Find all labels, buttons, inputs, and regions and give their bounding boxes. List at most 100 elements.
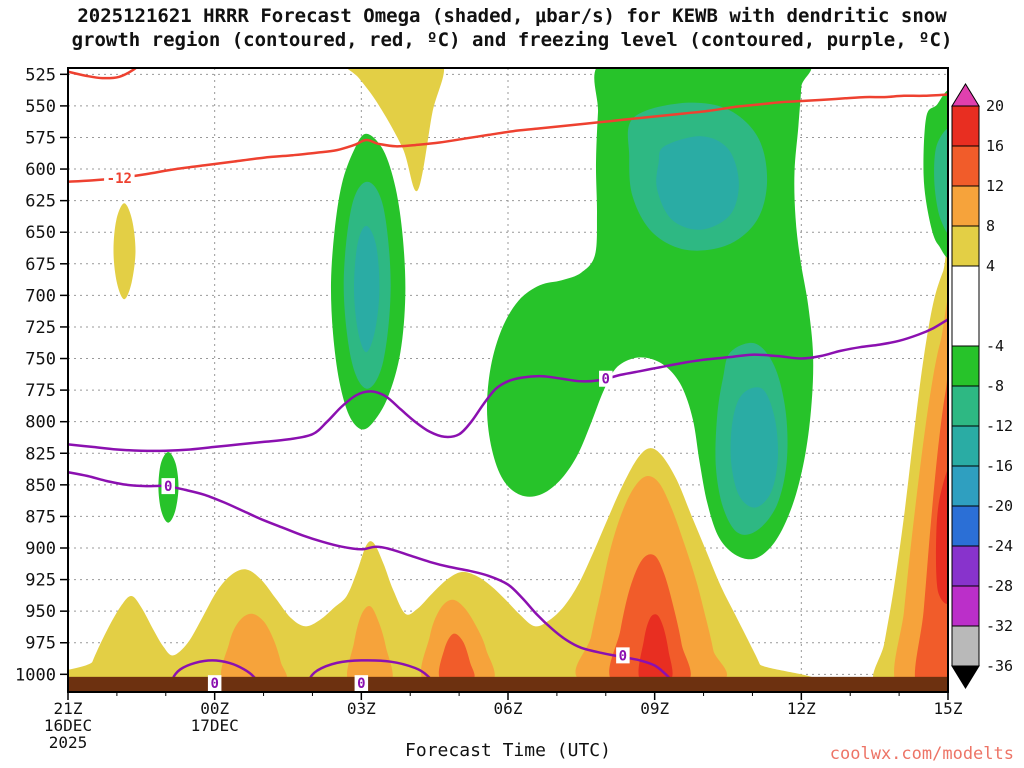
colorbar-label--12: -12 <box>986 417 1013 435</box>
x-tick-label-00Z: 00Z <box>200 699 229 718</box>
colorbar-label--4: -4 <box>986 337 1004 355</box>
colorbar-label--16: -16 <box>986 457 1013 475</box>
shaded-region-downdraft-16to20-right <box>935 468 948 604</box>
y-tick-label-700: 700 <box>25 286 56 306</box>
terrain-strip <box>68 676 948 692</box>
colorbar-label-16: 16 <box>986 137 1004 155</box>
contour-freezing-level-0c-0 <box>68 318 948 453</box>
x-tick-label-06Z: 06Z <box>494 699 523 718</box>
contour-label-box <box>354 675 369 692</box>
x-tick-label-16DEC: 16DEC <box>44 716 92 735</box>
colorbar-segment-12 <box>951 625 980 667</box>
y-tick-label-825: 825 <box>25 444 56 464</box>
contour-dendritic-growth-minus12-1 <box>68 68 138 80</box>
contour-label-0: 0 <box>619 648 627 664</box>
y-tick-label-575: 575 <box>25 128 56 148</box>
x-tick-label-2025: 2025 <box>49 733 88 752</box>
colorbar-label--28: -28 <box>986 577 1013 595</box>
shaded-region-downdraft-8to12-03z <box>347 605 393 687</box>
y-tick-label-850: 850 <box>25 476 56 496</box>
x-tick-label-15Z: 15Z <box>934 699 963 718</box>
contour-label-box <box>104 169 135 186</box>
shaded-region-downdraft-4to8-top-wedge <box>346 68 444 191</box>
plot-area: -12 0 0 0 0 0 <box>68 68 948 692</box>
y-tick-label-625: 625 <box>25 192 56 212</box>
y-tick-label-525: 525 <box>25 65 56 85</box>
contour-label--12: -12 <box>107 171 132 187</box>
y-tick-label-675: 675 <box>25 255 56 275</box>
colorbar-label--36: -36 <box>986 657 1013 675</box>
contour-label-box <box>616 647 630 664</box>
y-tick-label-550: 550 <box>25 97 56 117</box>
colorbar-label--20: -20 <box>986 497 1013 515</box>
colorbar-label-4: 4 <box>986 257 995 275</box>
contour-label-box <box>161 478 175 495</box>
y-tick-label-975: 975 <box>25 634 56 654</box>
colorbar-segment-9 <box>951 505 980 547</box>
colorbar-segment-5 <box>951 345 980 387</box>
x-tick-label-12Z: 12Z <box>787 699 816 718</box>
x-axis-title: Forecast Time (UTC) <box>405 740 611 761</box>
contour-freezing-level-0c-1 <box>68 470 674 682</box>
shaded-region-updraft-12to16-03z <box>353 225 380 353</box>
x-tick-label-03Z: 03Z <box>347 699 376 718</box>
shaded-region-downdraft-16to20-09z <box>638 614 673 684</box>
shaded-region-updraft-12to16-lower-core <box>730 387 779 508</box>
shaded-region-updraft-12to16-upper-core <box>656 136 739 230</box>
colorbar-segment-3 <box>951 225 980 267</box>
colorbar-label--8: -8 <box>986 377 1004 395</box>
shaded-region-downdraft-4to8-sliver-22z <box>113 203 136 300</box>
y-tick-label-950: 950 <box>25 602 56 622</box>
contour-label-0: 0 <box>164 479 172 495</box>
y-tick-label-775: 775 <box>25 381 56 401</box>
contour-label-0: 0 <box>357 676 365 692</box>
colorbar-segment-8 <box>951 465 980 507</box>
colorbar-segment-6 <box>951 385 980 427</box>
colorbar-label-20: 20 <box>986 97 1004 115</box>
colorbar-label--32: -32 <box>986 617 1013 635</box>
colorbar-label-8: 8 <box>986 217 995 235</box>
x-tick-label-09Z: 09Z <box>640 699 669 718</box>
colorbar-segment-2 <box>951 185 980 227</box>
colorbar-segment-4 <box>951 265 980 347</box>
contour-dendritic-growth-minus12-0 <box>68 93 948 183</box>
watermark: coolwx.com/modelts <box>829 744 1014 764</box>
colorbar-segment-0 <box>951 105 980 147</box>
y-tick-label-750: 750 <box>25 350 56 370</box>
contour-label-box <box>207 675 222 692</box>
colorbar-segment-10 <box>951 545 980 587</box>
colorbar-over-arrow <box>951 83 980 107</box>
contour-label-0: 0 <box>210 676 218 692</box>
y-tick-label-725: 725 <box>25 318 56 338</box>
shaded-region-downdraft-12to16-right <box>914 369 948 692</box>
y-tick-label-900: 900 <box>25 539 56 559</box>
y-tick-label-600: 600 <box>25 160 56 180</box>
x-tick-label-21Z: 21Z <box>54 699 83 718</box>
y-tick-label-1000: 1000 <box>15 665 56 685</box>
shaded-omega-fields <box>68 68 948 692</box>
colorbar-segment-7 <box>951 425 980 467</box>
x-tick-label-17DEC: 17DEC <box>191 716 239 735</box>
y-tick-label-875: 875 <box>25 507 56 527</box>
y-tick-label-800: 800 <box>25 413 56 433</box>
chart-title: 2025121621 HRRR Forecast Omega (shaded, … <box>0 4 1024 52</box>
colorbar-under-arrow <box>951 665 980 689</box>
chart-title-line2: growth region (contoured, red, ºC) and f… <box>71 29 953 51</box>
contour-labels: -12 0 0 0 0 0 <box>104 169 630 692</box>
contour-label-0: 0 <box>602 372 610 388</box>
shaded-region-downdraft-8to12-0030z <box>221 613 288 686</box>
colorbar-label-12: 12 <box>986 177 1004 195</box>
contour-label-box <box>599 370 613 387</box>
colorbar-label--24: -24 <box>986 537 1013 555</box>
colorbar: 20 16 12 8 4 -4 -8 -12 -16 -20 -24 -28 -32 -36 <box>951 83 1013 689</box>
shaded-region-downdraft-12to16-05z <box>438 633 475 683</box>
y-axis: 525 550 575 600 625 650 675 700 725 750 775 800 825 8… <box>15 65 68 685</box>
shaded-region-updraft-8to12-right-sliver <box>934 128 948 234</box>
y-tick-label-925: 925 <box>25 571 56 591</box>
colorbar-segment-11 <box>951 585 980 627</box>
colorbar-segment-1 <box>951 145 980 187</box>
y-tick-label-650: 650 <box>25 223 56 243</box>
